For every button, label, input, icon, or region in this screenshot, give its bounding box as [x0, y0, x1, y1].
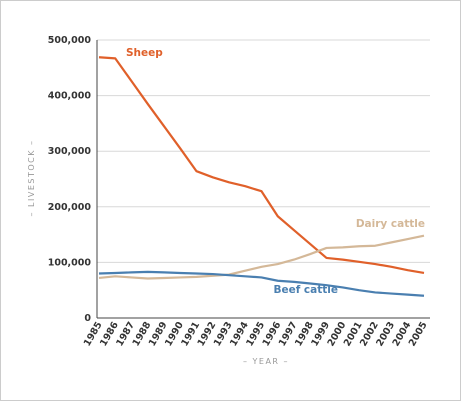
x-axis-title: – YEAR –	[243, 357, 289, 366]
series-line	[98, 56, 425, 275]
y-tick-label: 0	[84, 313, 91, 324]
series-label: Beef cattle	[273, 284, 338, 296]
y-tick-label: 400,000	[48, 91, 92, 102]
series-label: Sheep	[126, 47, 163, 59]
series-line	[98, 234, 425, 280]
y-tick-label: 100,000	[48, 257, 92, 268]
y-tick-label: 500,000	[48, 35, 92, 46]
y-tick-label: 200,000	[48, 202, 92, 213]
y-tick-label: 300,000	[48, 146, 92, 157]
series-label: Dairy cattle	[356, 218, 425, 230]
series-line	[98, 270, 425, 297]
y-axis-title: – LIVESTOCK –	[27, 139, 36, 216]
